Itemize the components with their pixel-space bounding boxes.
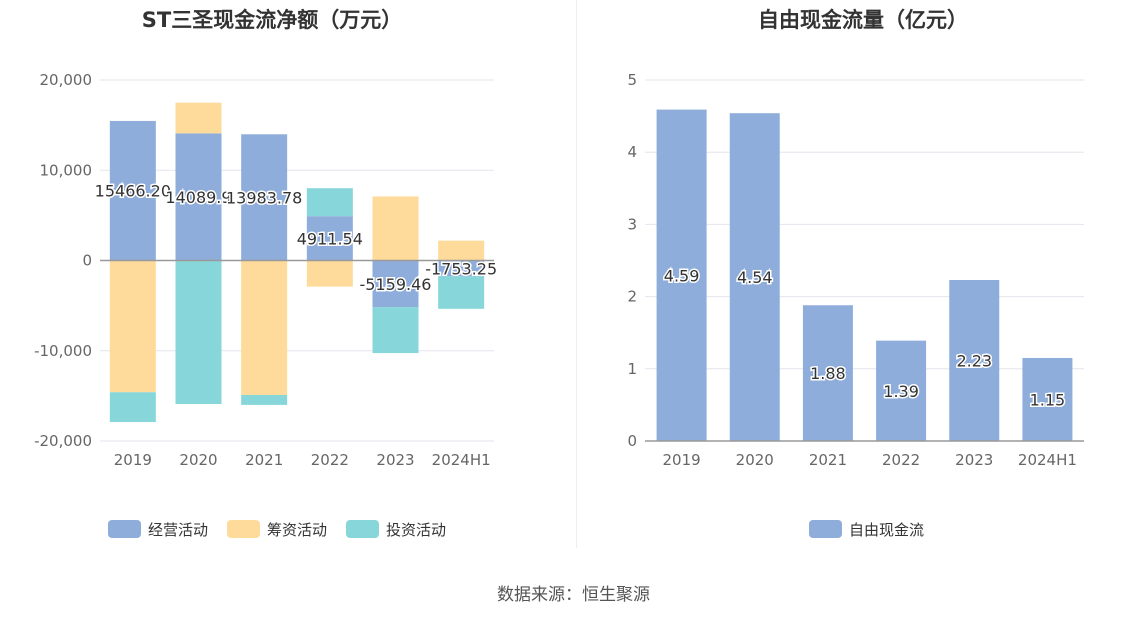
y-tick-label: 5 (627, 71, 637, 89)
x-tick-label: 2022 (882, 451, 920, 469)
data-label: 4.59 (664, 266, 700, 285)
legend-swatch (108, 520, 141, 538)
y-tick-label: 1 (627, 360, 637, 378)
bar-投资活动 (372, 307, 419, 354)
bar-经营活动 (438, 260, 485, 277)
bar-自由现金流 (729, 113, 780, 441)
bar-投资活动 (241, 394, 288, 405)
chart-title: 自由现金流量（亿元） (758, 8, 968, 32)
data-label: 1.39 (883, 382, 919, 401)
bar-投资活动 (438, 276, 485, 309)
legend-label: 经营活动 (148, 521, 208, 539)
y-tick-label: -20,000 (34, 432, 92, 450)
bar-经营活动 (372, 260, 419, 308)
x-tick-label: 2023 (955, 451, 993, 469)
y-tick-label: -10,000 (34, 342, 92, 360)
legend-swatch (809, 520, 842, 538)
bar-自由现金流 (949, 279, 1000, 441)
data-label: 4911.54 (297, 229, 363, 248)
bar-经营活动 (306, 216, 353, 261)
y-tick-label: 20,000 (40, 71, 93, 89)
bar-筹资活动 (175, 102, 222, 134)
data-label: 4.54 (737, 268, 773, 287)
bar-筹资活动 (109, 260, 156, 393)
bar-投资活动 (109, 392, 156, 423)
bar-投资活动 (306, 188, 353, 217)
bar-自由现金流 (1022, 357, 1073, 441)
y-tick-label: 3 (627, 215, 637, 233)
x-tick-label: 2020 (736, 451, 774, 469)
bar-自由现金流 (876, 340, 927, 441)
y-tick-label: 0 (627, 432, 637, 450)
bar-自由现金流 (656, 109, 707, 442)
x-tick-label: 2021 (809, 451, 847, 469)
bar-筹资活动 (438, 240, 485, 261)
bar-经营活动 (241, 134, 288, 261)
x-tick-label: 2024H1 (432, 451, 491, 469)
source-note: 数据来源：恒生聚源 (497, 585, 650, 605)
y-tick-label: 10,000 (40, 161, 93, 179)
panel-divider (576, 0, 577, 548)
x-tick-label: 2019 (114, 451, 152, 469)
x-tick-label: 2024H1 (1018, 451, 1077, 469)
x-tick-label: 2023 (376, 451, 414, 469)
data-label: 1.88 (810, 364, 846, 383)
legend-swatch (346, 520, 379, 538)
bar-自由现金流 (802, 305, 853, 441)
legend-label: 投资活动 (386, 521, 446, 539)
data-label: 15466.20 (95, 182, 171, 201)
data-label: -1753.25 (425, 259, 497, 278)
y-tick-label: 4 (627, 143, 637, 161)
y-tick-label: 2 (627, 288, 637, 306)
bar-经营活动 (175, 133, 222, 261)
bar-经营活动 (109, 120, 156, 261)
data-label: 14089.9 (165, 188, 231, 207)
legend-label: 自由现金流 (849, 521, 924, 539)
chart-title: ST三圣现金流净额（万元） (142, 8, 402, 32)
bar-筹资活动 (241, 260, 288, 395)
legend-swatch (227, 520, 260, 538)
legend-label: 筹资活动 (267, 521, 327, 539)
data-label: 1.15 (1030, 390, 1066, 409)
bar-筹资活动 (306, 260, 353, 287)
bar-筹资活动 (372, 196, 419, 261)
data-label: 2.23 (956, 351, 992, 370)
x-tick-label: 2019 (662, 451, 700, 469)
y-tick-label: 0 (82, 252, 92, 270)
data-label: 13983.78 (226, 188, 302, 207)
x-tick-label: 2022 (311, 451, 349, 469)
x-tick-label: 2021 (245, 451, 283, 469)
data-label: -5159.46 (360, 275, 432, 294)
x-tick-label: 2020 (179, 451, 217, 469)
bar-投资活动 (175, 260, 222, 404)
